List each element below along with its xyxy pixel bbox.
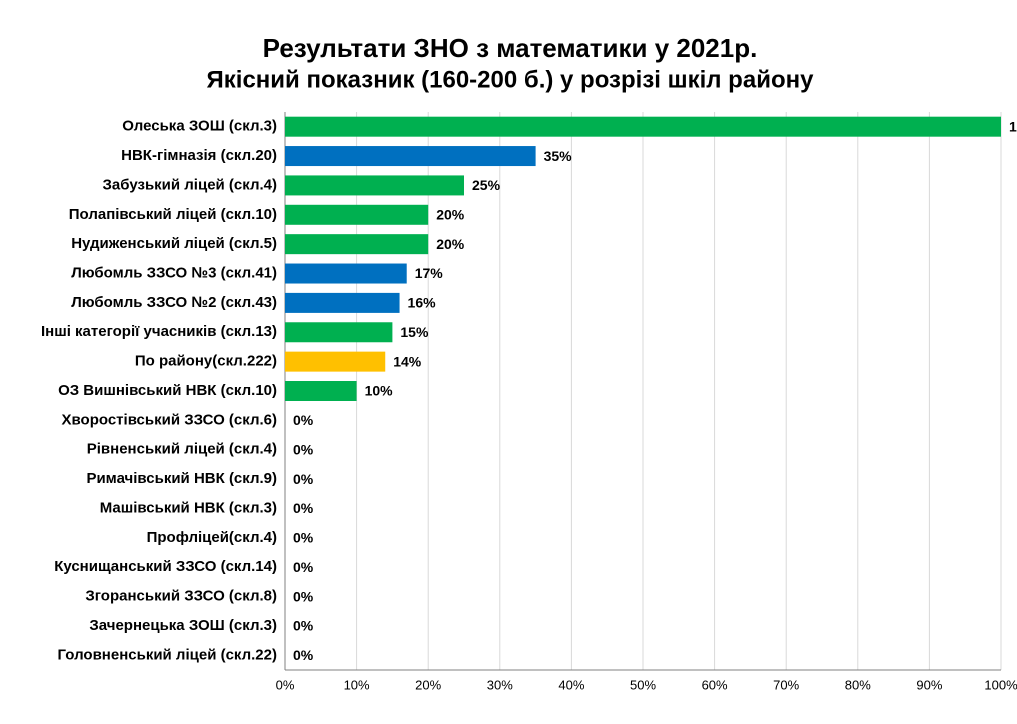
- value-label: 20%: [436, 236, 465, 252]
- bar: [285, 263, 407, 284]
- value-label: 20%: [436, 206, 465, 222]
- value-label: 0%: [293, 412, 314, 428]
- y-tick-label: ОЗ Вишнівський НВК (скл.10): [58, 382, 277, 399]
- value-label: 0%: [293, 618, 314, 634]
- x-tick-label: 60%: [702, 677, 728, 692]
- y-tick-label: Нудиженський ліцей (скл.5): [71, 235, 277, 252]
- y-tick-label: Профліцей(скл.4): [147, 529, 277, 546]
- value-label: 0%: [293, 500, 314, 516]
- value-label: 0%: [293, 441, 314, 457]
- bar: [285, 234, 429, 255]
- y-tick-label: Інші категорії учасників (скл.13): [41, 323, 277, 340]
- value-label: 10%: [365, 383, 394, 399]
- y-tick-label: Любомль ЗЗСО №3 (скл.41): [71, 264, 277, 281]
- bar: [285, 146, 536, 167]
- value-label: 0%: [293, 471, 314, 487]
- value-label: 16%: [408, 295, 437, 311]
- y-tick-label: По району(скл.222): [135, 353, 277, 370]
- y-tick-label: Зачернецька ЗОШ (скл.3): [89, 617, 277, 634]
- bar: [285, 175, 464, 196]
- value-label: 15%: [400, 324, 429, 340]
- x-tick-label: 0%: [276, 677, 295, 692]
- x-tick-label: 40%: [558, 677, 584, 692]
- x-tick-label: 50%: [630, 677, 656, 692]
- value-label: 0%: [293, 588, 314, 604]
- x-tick-label: 10%: [344, 677, 370, 692]
- x-tick-label: 90%: [916, 677, 942, 692]
- x-tick-label: 80%: [845, 677, 871, 692]
- bar: [285, 204, 429, 225]
- y-tick-label: Полапівський ліцей (скл.10): [69, 206, 277, 223]
- value-label: 35%: [544, 148, 573, 164]
- value-label: 25%: [472, 177, 501, 193]
- bar: [285, 322, 393, 343]
- y-tick-label: Хворостівський ЗЗСО (скл.6): [62, 411, 277, 428]
- x-tick-label: 100%: [984, 677, 1017, 692]
- y-tick-label: Римачівський НВК (скл.9): [86, 470, 277, 487]
- bar: [285, 292, 400, 313]
- chart-title: Результати ЗНО з математики у 2021р.: [263, 33, 758, 63]
- value-label: 0%: [293, 647, 314, 663]
- value-label: 0%: [293, 530, 314, 546]
- y-tick-label: НВК-гімназія (скл.20): [121, 147, 277, 164]
- y-tick-label: Куснищанський ЗЗСО (скл.14): [54, 558, 277, 575]
- chart-subtitle: Якісний показник (160-200 б.) у розрізі …: [207, 66, 815, 93]
- y-tick-label: Любомль ЗЗСО №2 (скл.43): [71, 294, 277, 311]
- y-tick-label: Згоранський ЗЗСО (скл.8): [85, 588, 277, 605]
- value-label: 100%: [1009, 118, 1017, 134]
- bar: [285, 381, 357, 401]
- value-label: 0%: [293, 559, 314, 575]
- bar: [285, 351, 386, 372]
- y-tick-label: Забузький ліцей (скл.4): [103, 176, 277, 193]
- bar: [285, 116, 1001, 137]
- x-tick-label: 30%: [487, 677, 513, 692]
- y-tick-label: Машівський НВК (скл.3): [100, 499, 277, 516]
- y-tick-label: Рівненський ліцей (скл.4): [87, 441, 277, 458]
- y-tick-label: Головненський ліцей (скл.22): [58, 646, 277, 663]
- value-label: 17%: [415, 265, 444, 281]
- value-label: 14%: [393, 353, 422, 369]
- x-tick-label: 20%: [415, 677, 441, 692]
- y-tick-label: Олеська ЗОШ (скл.3): [122, 118, 277, 135]
- x-tick-label: 70%: [773, 677, 799, 692]
